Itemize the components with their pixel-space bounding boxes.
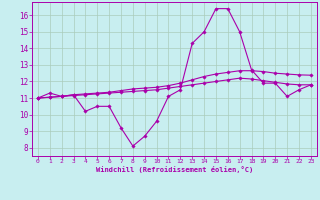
X-axis label: Windchill (Refroidissement éolien,°C): Windchill (Refroidissement éolien,°C) — [96, 166, 253, 173]
